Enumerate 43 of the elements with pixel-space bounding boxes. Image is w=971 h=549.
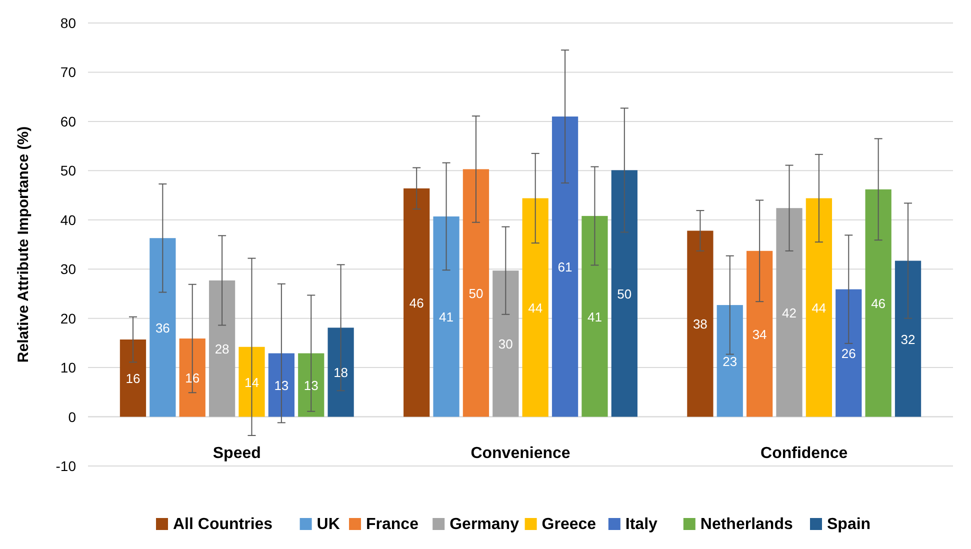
legend-label: Germany [450, 516, 520, 533]
data-label: 34 [752, 326, 767, 342]
data-label: 41 [439, 310, 454, 325]
y-tick-label: 10 [60, 360, 76, 376]
legend-label: UK [316, 516, 340, 533]
data-label: 42 [782, 305, 796, 320]
legend-label: Italy [625, 516, 658, 533]
legend-label: Spain [827, 516, 871, 533]
data-label: 16 [126, 371, 140, 386]
data-label: 61 [558, 260, 572, 275]
data-label: 50 [617, 286, 632, 302]
y-tick-label: 40 [60, 212, 76, 228]
data-label: 32 [900, 332, 916, 347]
data-label: 38 [692, 316, 708, 332]
y-tick-label: 0 [68, 408, 76, 425]
data-label: 23 [722, 354, 738, 369]
data-label: 18 [334, 365, 348, 380]
data-label: 50 [468, 286, 484, 301]
x-tick-label: Speed [212, 444, 261, 462]
data-label: 46 [409, 296, 424, 311]
data-label: 44 [812, 300, 826, 316]
legend-label: France [366, 516, 419, 533]
data-label: 36 [155, 320, 170, 336]
y-tick-label: 80 [60, 15, 76, 31]
y-axis-title: Relative Attribute Importance (%) [15, 126, 32, 363]
x-tick-label: Convenience [470, 444, 570, 462]
y-tick-label: 70 [60, 64, 76, 80]
y-tick-label: 30 [60, 261, 76, 278]
y-tick-label: 60 [60, 113, 76, 130]
legend-label: All Countries [173, 516, 273, 533]
data-label: 44 [528, 300, 543, 316]
y-tick-label: -10 [56, 458, 76, 474]
y-tick-label: 20 [60, 310, 76, 326]
y-tick-label: 50 [60, 162, 76, 179]
legend-label: Netherlands [700, 516, 793, 533]
data-label: 13 [304, 378, 318, 394]
x-tick-label: Confidence [760, 444, 848, 462]
data-label: 30 [498, 336, 513, 352]
data-label: 46 [871, 296, 886, 312]
data-label: 28 [214, 342, 230, 357]
legend-label: Greece [542, 516, 596, 533]
data-label: 41 [587, 309, 602, 324]
data-label: 26 [841, 346, 856, 362]
